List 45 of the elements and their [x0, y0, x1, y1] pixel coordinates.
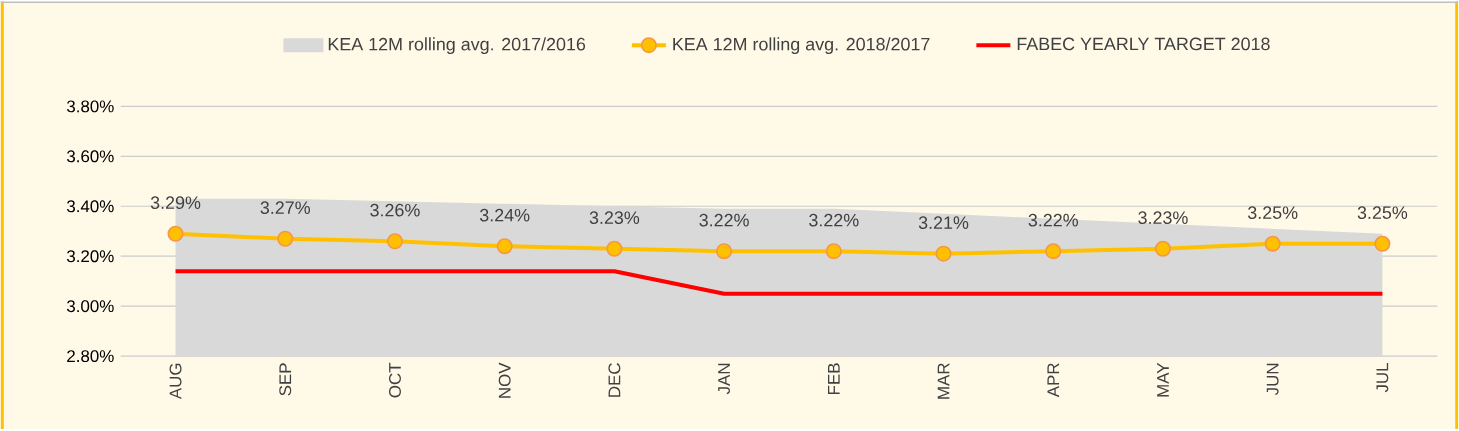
data-label: 3.25%	[1357, 206, 1408, 220]
point	[277, 230, 294, 247]
data-label: 3.22%	[699, 214, 749, 227]
data-label: 3.22%	[1028, 214, 1079, 227]
point	[1264, 235, 1281, 252]
point	[935, 245, 952, 262]
x-tick-label: AUG	[169, 363, 182, 400]
data-label: 3.29%	[150, 196, 201, 210]
data-label: 3.26%	[370, 204, 420, 217]
x-tick-label: DEC	[608, 363, 621, 398]
legend-label: KEA 12M rolling avg. 2017/2016	[328, 37, 586, 55]
x-tick-label: OCT	[388, 363, 401, 398]
data-label: 3.22%	[809, 214, 859, 227]
data-label: 3.27%	[260, 201, 310, 215]
legend-label: KEA 12M rolling avg. 2018/2017	[673, 37, 930, 55]
point	[825, 243, 842, 260]
y-tick-label: 3.60%	[66, 150, 114, 163]
data-label: 3.25%	[1247, 206, 1298, 220]
data-label: 3.21%	[918, 216, 969, 230]
data-label: 3.24%	[479, 209, 530, 222]
x-tick-label: SEP	[279, 363, 292, 396]
x-tick-label: MAY	[1157, 363, 1169, 397]
x-tick-label: MAR	[937, 363, 950, 399]
point	[1374, 235, 1391, 252]
point	[716, 243, 733, 260]
y-tick-label: 3.00%	[66, 300, 114, 313]
legend-label: FABEC YEARLY TARGET 2018	[1017, 37, 1270, 51]
y-tick-label: 2.80%	[67, 350, 114, 363]
x-tick-label: FEB	[828, 363, 840, 395]
x-tick-label: APR	[1047, 363, 1060, 398]
data-label: 3.23%	[1138, 211, 1188, 225]
point	[1045, 243, 1062, 260]
y-tick-label: 3.40%	[66, 200, 114, 213]
x-tick-label: JUL	[1376, 363, 1389, 393]
x-tick-label: NOV	[498, 362, 511, 398]
point	[496, 238, 513, 255]
point	[606, 240, 623, 257]
y-tick-label: 3.20%	[66, 250, 114, 263]
y-tick-label: 3.80%	[66, 100, 114, 113]
point	[167, 225, 184, 242]
point	[1154, 240, 1171, 257]
point	[386, 233, 403, 250]
x-tick-label: JAN	[718, 364, 730, 395]
data-label: 3.23%	[589, 211, 640, 225]
x-tick-label: JUN	[1266, 364, 1279, 396]
